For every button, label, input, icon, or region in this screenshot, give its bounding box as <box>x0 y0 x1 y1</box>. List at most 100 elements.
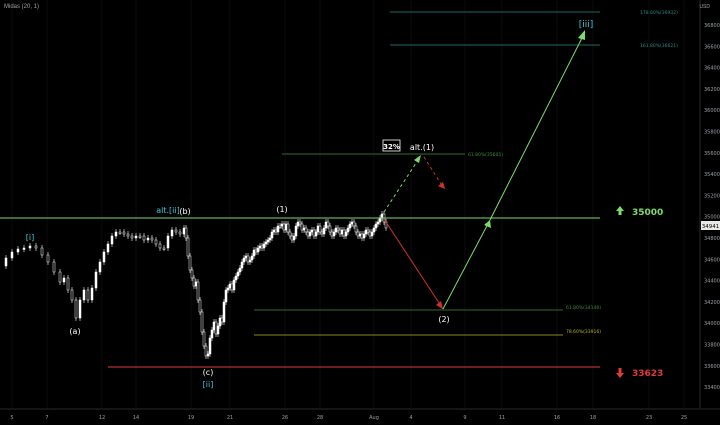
candle-body <box>40 247 44 256</box>
candle-body <box>358 233 362 237</box>
candle-body <box>126 233 130 237</box>
candle-body <box>198 299 202 313</box>
candle-body <box>378 217 382 223</box>
time-tick-label: 16 <box>554 415 560 421</box>
candle-body <box>296 221 300 227</box>
fib-upper-2-label: 161.80%(36621) <box>640 43 678 49</box>
time-tick-label: 19 <box>188 415 194 421</box>
candle-body <box>228 283 232 289</box>
price-tick-label: 36800 <box>704 23 720 29</box>
candle-body <box>114 231 118 237</box>
current-price-label: 34941 <box>702 224 720 230</box>
candle-body <box>284 223 288 231</box>
candle-body <box>188 255 192 271</box>
price-tick-label: 36600 <box>704 44 720 50</box>
candle-body <box>376 221 380 225</box>
candle-body <box>312 229 316 237</box>
indicator-label[interactable]: Midas (20, 1) <box>4 4 40 10</box>
price-tick-label: 36000 <box>704 108 720 114</box>
price-scale[interactable]: 36800 36600 36400 36200 36000 35800 35600 35400… <box>704 23 720 391</box>
fib-upper-1-label: 178.60%(36932) <box>640 10 678 16</box>
candle-body <box>82 289 86 301</box>
time-tick-label: 11 <box>499 415 505 421</box>
candle-body <box>240 261 244 269</box>
grid-lines <box>11 0 685 408</box>
candle-body <box>258 245 262 249</box>
candle-body <box>260 245 264 249</box>
candle-body <box>294 225 298 237</box>
candle-body <box>208 337 212 355</box>
time-axis[interactable]: 5 7 12 14 19 21 26 28 Aug 4 9 11 16 18 23 25 <box>10 415 687 421</box>
projection-down-line <box>383 218 444 310</box>
time-tick-label: 14 <box>133 415 139 421</box>
candle-body <box>16 248 20 253</box>
candle-body <box>94 271 98 289</box>
time-tick-label: 26 <box>282 415 288 421</box>
candle-body <box>364 229 368 235</box>
candle-body <box>210 329 214 339</box>
candle-body <box>86 289 90 301</box>
candle-body <box>58 271 62 283</box>
time-tick-label: 28 <box>317 415 323 421</box>
price-tick-label: 35400 <box>704 172 720 178</box>
candle-body <box>326 221 330 227</box>
price-tick-label: 35600 <box>704 151 720 157</box>
time-tick-label: Aug <box>369 415 379 421</box>
candle-body <box>178 231 182 235</box>
candle-body <box>318 225 322 233</box>
candle-body <box>134 235 138 239</box>
candle-body <box>102 251 106 263</box>
candle-body <box>204 345 208 357</box>
candle-body <box>220 317 224 323</box>
arrow-up-icon <box>616 206 624 215</box>
candle-body <box>246 255 250 263</box>
currency-label: USD <box>699 4 710 10</box>
time-tick-label: 4 <box>409 415 412 421</box>
wave-c-label: (c) <box>203 368 214 377</box>
candle-body <box>186 237 190 257</box>
candle-body <box>276 225 280 233</box>
candle-body <box>332 231 336 237</box>
candle-body <box>66 277 70 291</box>
candle-body <box>280 223 284 227</box>
candle-body <box>238 267 242 273</box>
candle-body <box>372 227 376 233</box>
candle-body <box>90 287 94 301</box>
candle-body <box>368 231 372 237</box>
stop-value: 33623 <box>632 369 663 379</box>
time-tick-label: 7 <box>45 415 48 421</box>
candle-body <box>78 299 82 319</box>
candle-body <box>222 301 226 323</box>
candlestick-series <box>4 211 388 359</box>
price-tick-label: 33800 <box>704 343 720 349</box>
candle-body <box>308 231 312 237</box>
time-tick-label: 5 <box>10 415 13 421</box>
candle-body <box>10 251 14 259</box>
candle-body <box>268 237 272 241</box>
candle-body <box>336 227 340 231</box>
candle-body <box>146 237 150 241</box>
candle-body <box>52 261 56 273</box>
candle-body <box>216 325 220 335</box>
candle-body <box>190 269 194 279</box>
time-tick-label: 25 <box>681 415 687 421</box>
price-tick-label: 34400 <box>704 279 720 285</box>
candle-body <box>34 245 38 249</box>
wave-i-label: [i] <box>26 233 34 242</box>
candle-body <box>262 243 266 249</box>
price-tick-label: 34600 <box>704 257 720 263</box>
candle-body <box>346 227 350 233</box>
candle-body <box>200 311 204 333</box>
wave-iii-label: [iii] <box>579 20 594 30</box>
candle-body <box>206 353 210 357</box>
time-tick-label: 18 <box>590 415 596 421</box>
candle-body <box>360 233 364 239</box>
candle-body <box>316 225 320 233</box>
candle-body <box>184 227 188 239</box>
candle-body <box>28 245 32 249</box>
candle-body <box>334 227 338 233</box>
projection-up-1-arrowhead <box>484 220 491 228</box>
candle-body <box>110 235 114 245</box>
alt-1-label: alt.(1) <box>410 143 434 152</box>
